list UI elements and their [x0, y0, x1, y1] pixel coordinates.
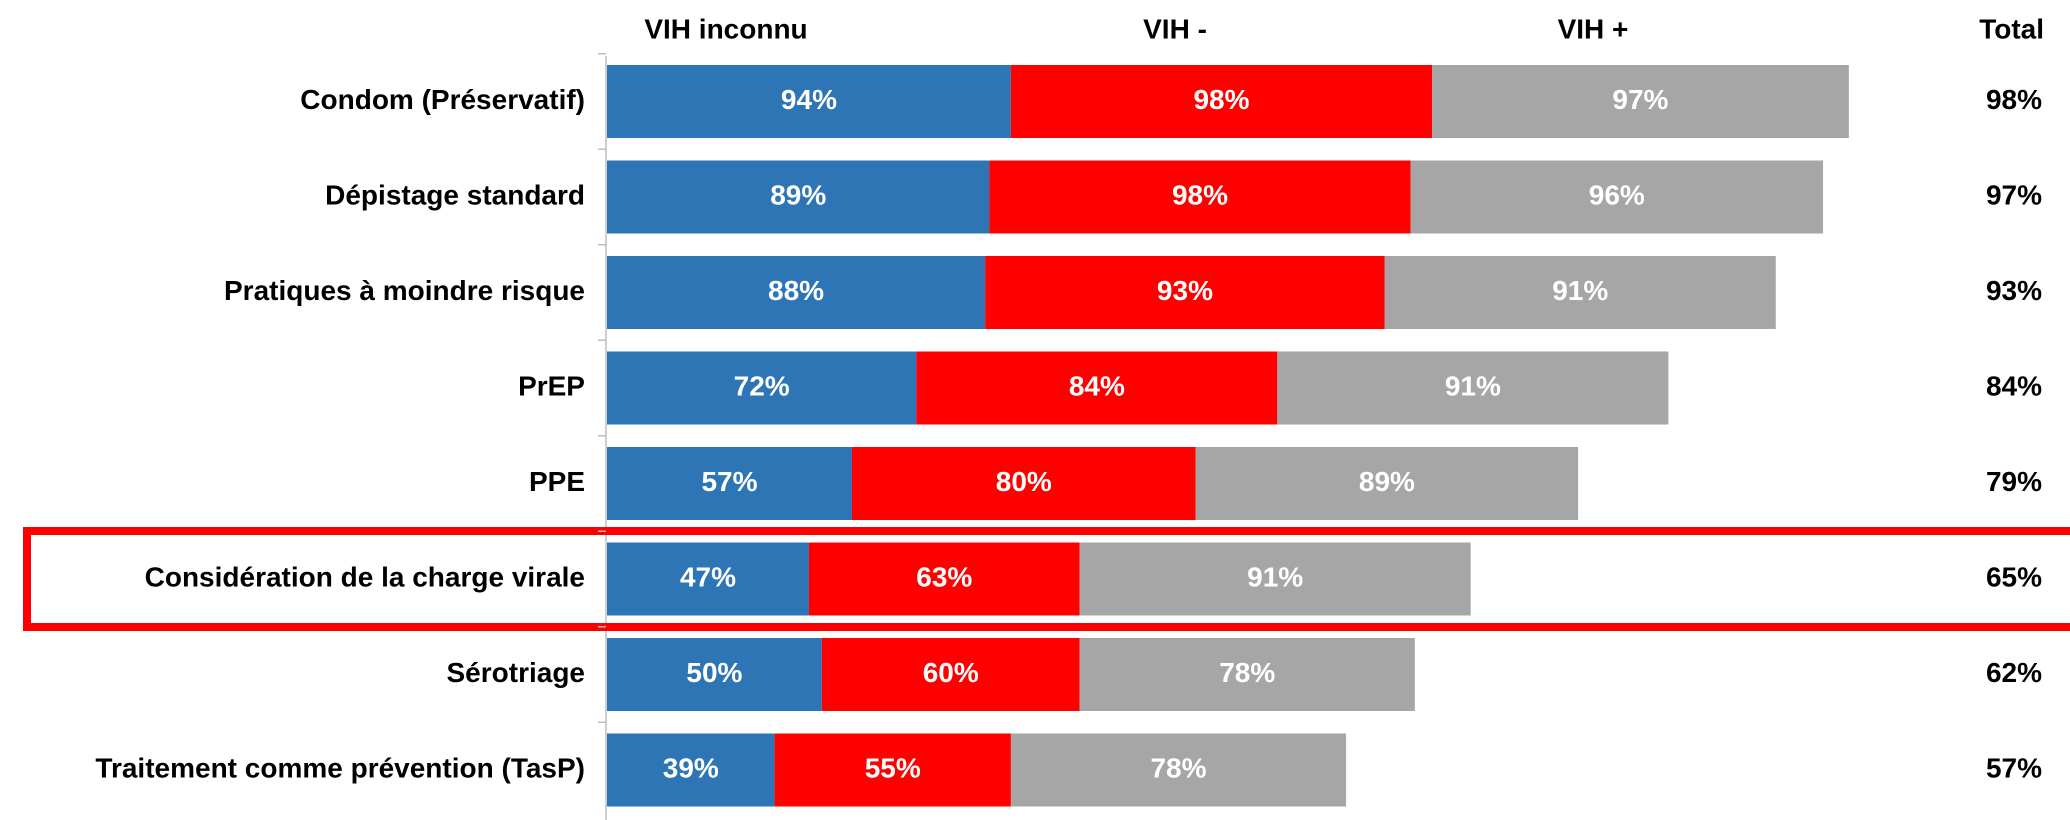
data-label: 50%: [686, 657, 742, 688]
data-label: 39%: [663, 752, 719, 783]
data-label: 60%: [923, 657, 979, 688]
data-label: 91%: [1552, 275, 1608, 306]
bar-segment: [607, 65, 1011, 138]
series-header: VIH +: [1558, 13, 1629, 44]
highlight-box: [23, 527, 2070, 631]
data-label: 47%: [680, 561, 736, 592]
data-label: 96%: [1589, 179, 1645, 210]
bar-segment: [774, 733, 1011, 807]
category-label: Condom (Préservatif): [300, 84, 585, 115]
data-label: 80%: [996, 466, 1052, 497]
total-header: Total: [1979, 13, 2044, 44]
bar-segment: [808, 542, 1080, 616]
data-label: 91%: [1445, 370, 1501, 401]
data-label: 98%: [1172, 179, 1228, 210]
data-label: 63%: [916, 561, 972, 592]
total-label: 62%: [1986, 657, 2042, 688]
data-label: 89%: [770, 179, 826, 210]
bar-segment: [1079, 542, 1471, 616]
category-label: Sérotriage: [447, 657, 586, 688]
total-label: 57%: [1986, 752, 2042, 783]
bar-segment: [1010, 65, 1433, 138]
total-label: 65%: [1986, 561, 2042, 592]
data-label: 57%: [701, 466, 757, 497]
bar-segment: [607, 638, 822, 711]
bar-segment: [1010, 733, 1347, 807]
category-label: PPE: [529, 466, 585, 497]
data-label: 89%: [1359, 466, 1415, 497]
total-label: 84%: [1986, 370, 2042, 401]
total-label: 93%: [1986, 275, 2042, 306]
series-header: VIH inconnu: [644, 13, 807, 44]
bar-segment: [1384, 256, 1776, 329]
bar-segment: [821, 638, 1080, 711]
bar-segment: [607, 351, 917, 425]
bar-segment: [1410, 160, 1824, 234]
data-label: 88%: [768, 275, 824, 306]
category-label: Traitement comme prévention (TasP): [95, 752, 585, 783]
bar-segment: [607, 542, 809, 616]
data-label: 98%: [1193, 84, 1249, 115]
total-label: 97%: [1986, 179, 2042, 210]
data-label: 78%: [1219, 657, 1275, 688]
series-header: VIH -: [1143, 13, 1207, 44]
category-label: Considération de la charge virale: [145, 561, 585, 592]
bar-segment: [916, 351, 1278, 425]
category-label: PrEP: [518, 370, 585, 401]
data-label: 84%: [1069, 370, 1125, 401]
category-label: Dépistage standard: [325, 179, 585, 210]
data-label: 94%: [781, 84, 837, 115]
bar-segment: [985, 256, 1385, 329]
data-label: 78%: [1150, 752, 1206, 783]
bar-segment: [1432, 65, 1849, 138]
data-label: 93%: [1157, 275, 1213, 306]
bar-segment: [1277, 351, 1669, 425]
total-label: 79%: [1986, 466, 2042, 497]
bar-segment: [607, 447, 852, 520]
data-label: 55%: [865, 752, 921, 783]
data-label: 97%: [1612, 84, 1668, 115]
category-label: Pratiques à moindre risque: [224, 275, 585, 306]
bar-segment: [989, 160, 1411, 234]
total-label: 98%: [1986, 84, 2042, 115]
bar-segment: [1195, 447, 1579, 520]
data-label: 72%: [734, 370, 790, 401]
bar-segment: [607, 256, 986, 329]
bar-segment: [607, 160, 990, 234]
data-label: 91%: [1247, 561, 1303, 592]
bar-segment: [851, 447, 1196, 520]
bar-segment: [1079, 638, 1415, 711]
bar-segment: [607, 733, 775, 807]
